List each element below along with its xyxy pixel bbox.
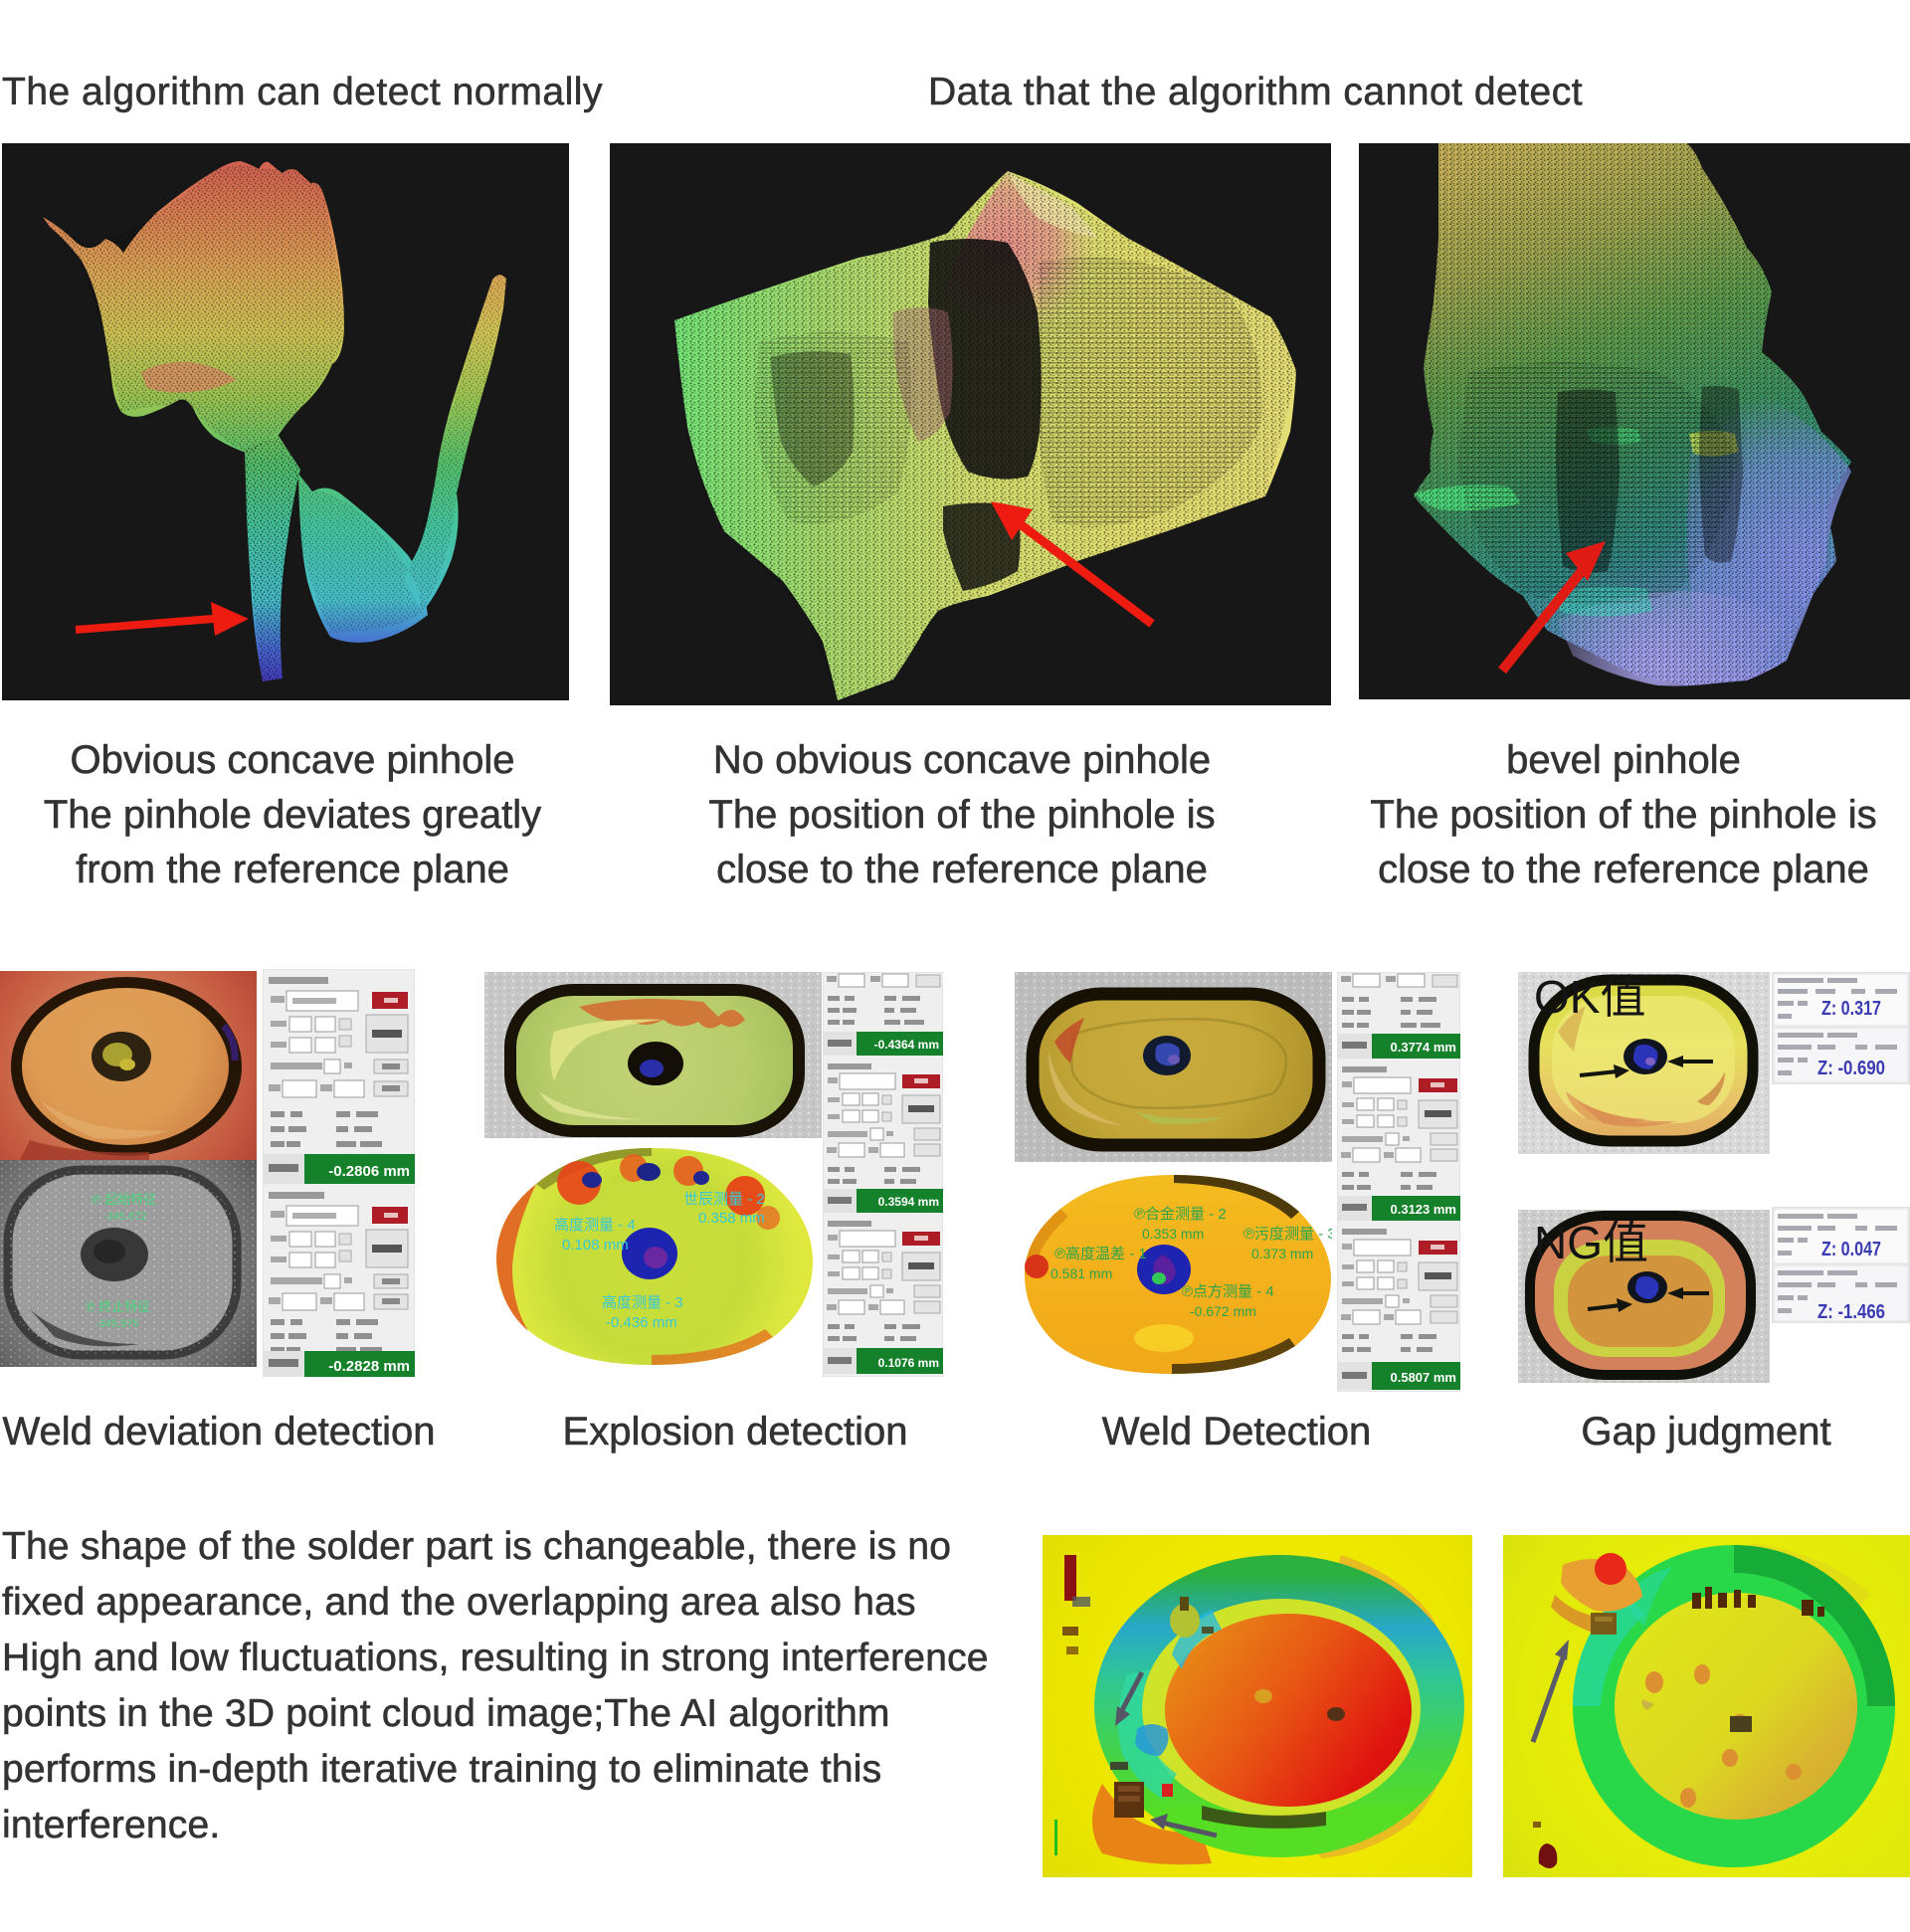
svg-text:Z: -0.690: Z: -0.690 <box>1817 1058 1885 1079</box>
svg-text:0.3774 mm: 0.3774 mm <box>1391 1040 1457 1055</box>
svg-text:-345.975: -345.975 <box>96 1318 138 1330</box>
svg-text:0.373 mm: 0.373 mm <box>1251 1246 1313 1261</box>
svg-text:0.3594 mm: 0.3594 mm <box>878 1195 939 1209</box>
svg-text:-0.4364 mm: -0.4364 mm <box>874 1038 939 1052</box>
svg-text:℗污度测量 - 3: ℗污度测量 - 3 <box>1243 1226 1332 1243</box>
svg-text:0.581 mm: 0.581 mm <box>1050 1265 1112 1281</box>
svg-text:℗点方测量 - 4: ℗点方测量 - 4 <box>1182 1283 1274 1300</box>
svg-text:高度测量 - 3: 高度测量 - 3 <box>602 1294 683 1311</box>
svg-text:世辰测量 - 2: 世辰测量 - 2 <box>683 1191 765 1208</box>
svg-text:0.108 mm: 0.108 mm <box>562 1237 629 1254</box>
svg-text:℗ 终止特征: ℗ 终止特征 <box>86 1299 150 1314</box>
svg-text:-0.2806 mm: -0.2806 mm <box>328 1163 410 1180</box>
svg-text:-0.436 mm: -0.436 mm <box>606 1314 677 1331</box>
svg-text:-0.672 mm: -0.672 mm <box>1190 1303 1256 1319</box>
svg-text:0.358 mm: 0.358 mm <box>698 1210 765 1227</box>
svg-text:0.5807 mm: 0.5807 mm <box>1391 1370 1457 1385</box>
svg-text:℗合金测量 - 2: ℗合金测量 - 2 <box>1134 1206 1227 1223</box>
svg-text:℗高度温差 - 1: ℗高度温差 - 1 <box>1054 1246 1147 1262</box>
svg-text:Z: 0.317: Z: 0.317 <box>1821 998 1881 1020</box>
svg-text:-345.672: -345.672 <box>103 1211 146 1223</box>
svg-text:0.353 mm: 0.353 mm <box>1142 1226 1204 1242</box>
svg-text:-0.2828 mm: -0.2828 mm <box>328 1358 410 1375</box>
svg-text:℗ 起始特征: ℗ 起始特征 <box>92 1192 156 1207</box>
svg-text:0.3123 mm: 0.3123 mm <box>1391 1202 1457 1217</box>
svg-text:Z: -1.466: Z: -1.466 <box>1817 1301 1885 1323</box>
svg-text:Z: 0.047: Z: 0.047 <box>1821 1239 1881 1260</box>
svg-text:NG值: NG值 <box>1534 1217 1648 1268</box>
svg-text:高度测量 - 4: 高度测量 - 4 <box>554 1217 636 1234</box>
svg-text:0.1076 mm: 0.1076 mm <box>878 1356 939 1370</box>
svg-text:OK值: OK值 <box>1534 972 1645 1023</box>
